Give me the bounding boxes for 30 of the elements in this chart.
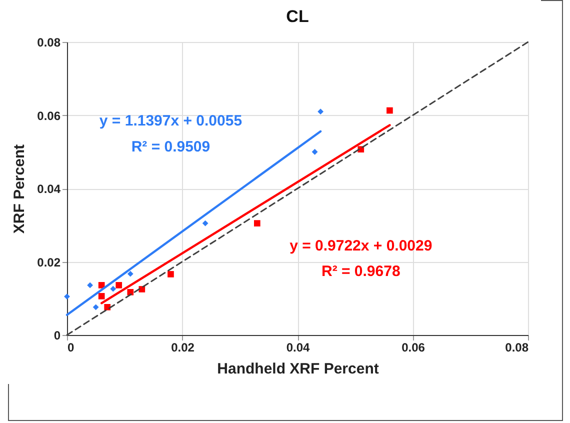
point [116, 282, 122, 288]
annotation: R² = 0.9509 [131, 138, 210, 156]
point [110, 286, 116, 292]
point [312, 148, 318, 155]
y-tick-label: 0.04 [37, 182, 61, 196]
x-tick-label: 0.04 [286, 340, 310, 354]
x-tick-label: 0.08 [505, 340, 529, 354]
annotation: R² = 0.9678 [321, 262, 400, 280]
point [386, 107, 393, 114]
point [98, 282, 105, 288]
point [92, 304, 99, 310]
x-tick-label: 0.02 [171, 340, 195, 354]
annotation: y = 1.1397x + 0.0055 [99, 112, 242, 130]
y-tick-label: 0.02 [37, 255, 61, 270]
y-tick-label: 0.08 [37, 36, 61, 50]
chart-title: CL [286, 7, 309, 26]
x-tick-label: 0 [68, 340, 74, 354]
annotation: y = 0.9722x + 0.0029 [290, 237, 432, 254]
y-tick-label: 0.06 [37, 108, 61, 123]
y-axis-title: XRF Percent [11, 144, 28, 234]
point [98, 293, 105, 300]
x-axis-title: Handheld XRF Percent [217, 360, 379, 378]
point [318, 108, 324, 115]
point [168, 271, 174, 278]
y-tick-label: 0 [54, 328, 61, 342]
point [87, 282, 94, 288]
point [202, 220, 208, 226]
point [127, 270, 134, 277]
x-tick-label: 0.06 [402, 340, 426, 354]
point [254, 220, 260, 226]
